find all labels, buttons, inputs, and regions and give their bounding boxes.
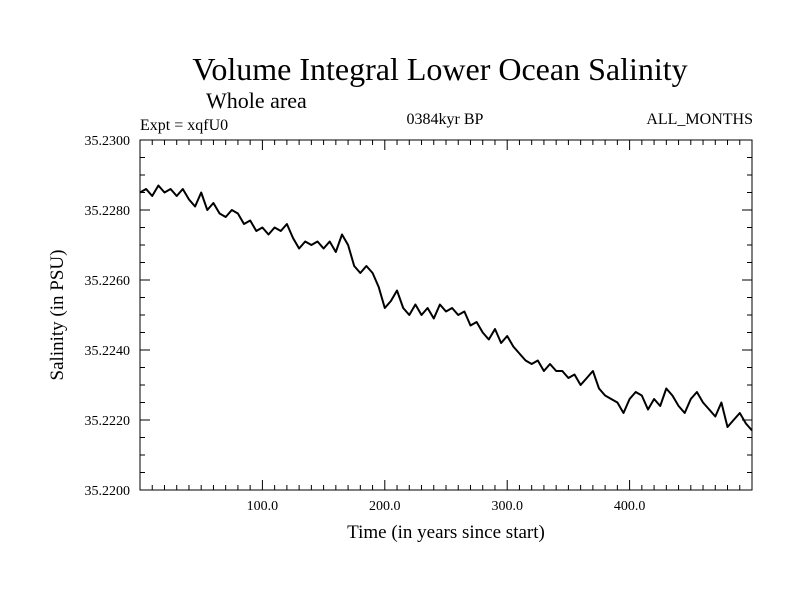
x-tick-label: 400.0 xyxy=(614,499,646,514)
axis-ticks xyxy=(140,140,752,490)
x-tick-label: 300.0 xyxy=(491,499,523,514)
y-tick-label: 35.2260 xyxy=(85,274,131,289)
x-tick-label: 200.0 xyxy=(369,499,401,514)
axis-tick-labels: 100.0 200.0 300.0 400.0 35.2200 35.2220 35.224… xyxy=(85,134,646,514)
y-tick-label: 35.2300 xyxy=(85,134,131,149)
y-tick-label: 35.2240 xyxy=(85,344,131,359)
y-tick-label: 35.2220 xyxy=(85,414,131,429)
salinity-series-line xyxy=(139,184,753,432)
y-tick-label: 35.2280 xyxy=(85,204,131,219)
plot-frame xyxy=(139,139,753,491)
x-tick-label: 100.0 xyxy=(247,499,279,514)
months-label: ALL_MONTHS xyxy=(646,111,753,128)
y-tick-label: 35.2200 xyxy=(85,484,131,499)
period-label: 0384kyr BP xyxy=(407,111,484,128)
chart-subtitle: Whole area xyxy=(206,88,307,113)
experiment-label: Expt = xqfU0 xyxy=(140,117,228,134)
x-axis-label: Time (in years since start) xyxy=(347,522,545,543)
y-axis-label: Salinity (in PSU) xyxy=(47,250,68,381)
chart-title: Volume Integral Lower Ocean Salinity xyxy=(192,51,687,87)
